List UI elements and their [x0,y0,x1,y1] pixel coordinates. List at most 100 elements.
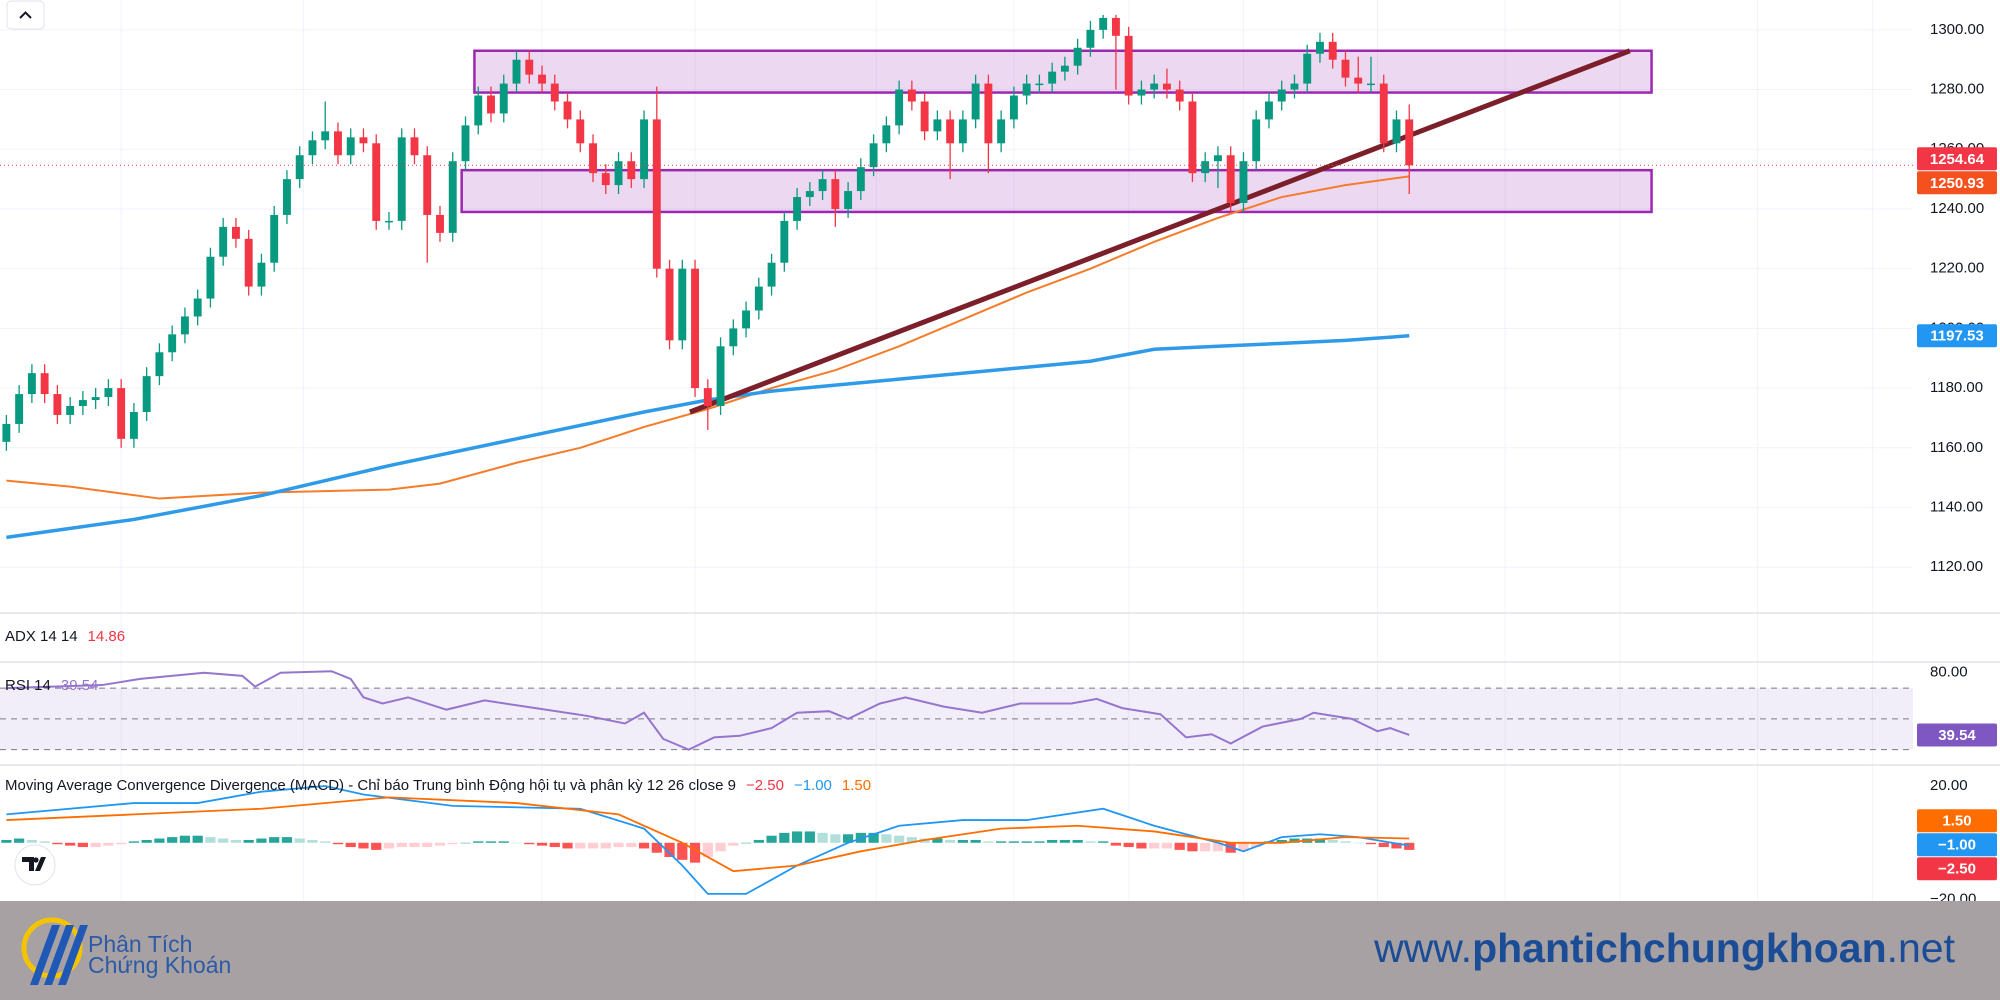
histogram-bar [689,842,701,863]
indicator-legend: Moving Average Convergence Divergence (M… [5,777,871,794]
histogram-bar [371,842,382,850]
candle-body [142,376,151,412]
rsi-band [0,688,1913,750]
histogram-bar [740,842,752,844]
histogram-bar [422,842,433,848]
histogram-bar [383,842,395,849]
indicator-title: ADX 14 14 [5,628,78,645]
candle-body [1060,65,1069,72]
histogram-bar [243,839,254,843]
histogram-bar [103,842,114,846]
url-suffix: .net [1887,925,1956,971]
candle-body [780,220,789,263]
candle-body [257,262,266,287]
candle-body [1124,35,1133,96]
candle-body [270,214,279,263]
candle-body [703,388,712,407]
histogram-bar [116,842,127,845]
candle-body [346,137,355,156]
candle-body [627,161,636,180]
candle-body [1137,89,1146,96]
histogram-bar [1174,842,1185,850]
candle-body [1379,83,1388,144]
histogram-bar [1314,838,1326,843]
candle-body [117,388,126,439]
candle-body [844,191,853,209]
candle-body [576,119,585,144]
histogram-bar [702,842,713,857]
histogram-bar [1200,842,1211,852]
price-badge-label: 1254.64 [1930,151,1985,168]
histogram-bar [587,842,599,849]
website-url[interactable]: www.phantichchungkhoan.net [1373,925,1956,971]
histogram-bar [1327,839,1338,843]
candle-body [1392,119,1401,144]
histogram-bar [1212,842,1224,852]
candle-body [1252,119,1261,162]
logo-text: Chứng Khoán [88,952,231,978]
price-pane [0,14,1913,540]
candle-body [1162,83,1171,90]
histogram-bar [524,842,535,845]
candle-body [1303,53,1312,84]
histogram-bar [294,838,305,843]
candle-body [448,161,457,233]
histogram-bar [753,839,764,843]
candle-body [895,89,904,126]
trendline [689,48,1631,415]
legend-value: −2.50 [746,777,784,794]
candle-body [1213,155,1222,162]
candle-body [525,59,534,75]
candle-body [1226,155,1235,204]
candle-body [729,328,738,347]
candle-body [1188,101,1197,174]
candle-body [1048,71,1057,84]
histogram-bar [1123,842,1134,848]
tv-logo[interactable] [14,844,56,886]
candle-body [1290,83,1299,90]
histogram-bar [957,839,968,843]
candle-body [321,131,330,141]
candle-body [933,119,942,132]
candle-body [282,179,291,215]
candle-body [984,83,993,144]
candle-body [767,262,776,287]
candle-body [1405,119,1414,166]
candle-body [589,143,597,174]
histogram-bar [804,831,815,843]
histogram-bar [218,838,229,843]
collapse-button[interactable] [6,0,45,30]
candle-body [831,179,840,209]
histogram-bar [128,841,140,843]
url-domain: phantichchungkhoan [1472,925,1887,971]
candle-body [512,59,521,84]
histogram-bar [179,835,191,843]
price-badge [1917,833,1997,857]
price-badge [1917,723,1997,747]
candle-body [206,256,215,299]
candle-body [742,310,751,329]
indicator-value: 39.54 [61,677,99,694]
legend-value: −1.00 [794,777,832,794]
candle-body [1328,41,1337,60]
histogram-bar [1340,841,1351,843]
candle-body [295,155,304,180]
histogram-bar [39,841,50,843]
histogram-bar [14,838,25,843]
candle-body [397,137,406,221]
candle-body [971,83,980,120]
candle-body [1354,77,1363,84]
price-badge-label: 39.54 [1938,727,1976,744]
histogram-bar [447,842,458,845]
histogram-bar [52,842,63,845]
candle-body [678,268,687,341]
candle-body [155,352,164,377]
candle-body [499,83,508,114]
candle-body [601,173,610,186]
histogram-bar [881,834,892,843]
logo-text: Phân Tích [88,931,192,957]
y-tick-label: 1160.00 [1930,439,1983,456]
candle-body [805,191,814,198]
histogram-bar [791,831,803,843]
candle-body [2,423,11,442]
